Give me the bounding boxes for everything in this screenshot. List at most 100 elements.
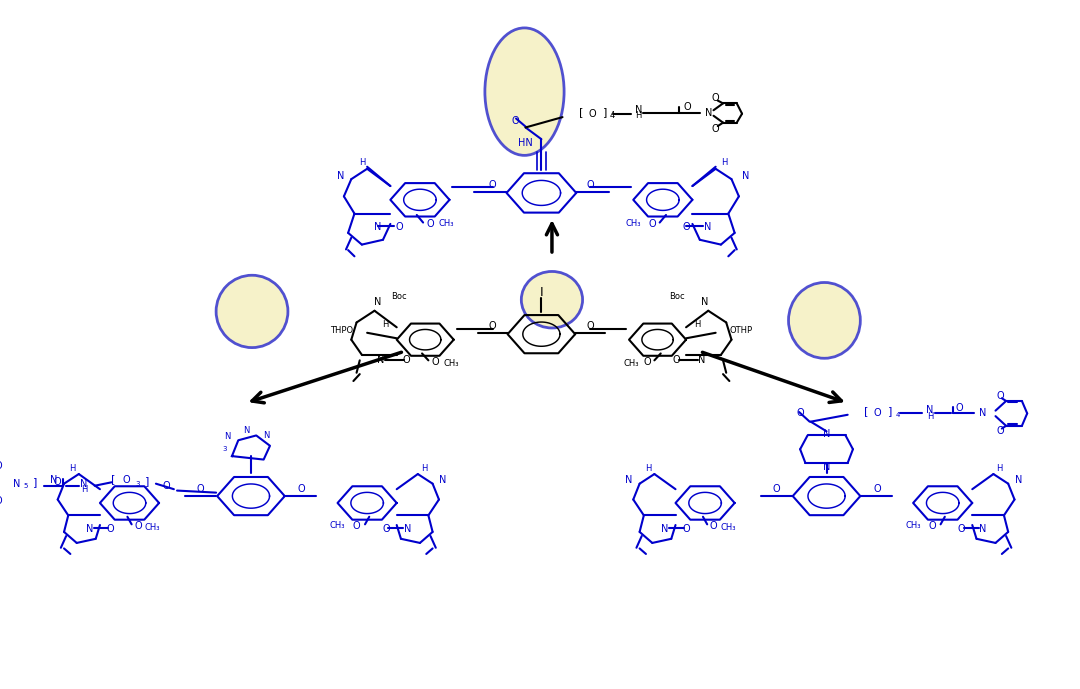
Text: O: O: [427, 219, 434, 229]
Text: N: N: [703, 223, 711, 232]
Text: N: N: [404, 524, 411, 534]
Text: Boc: Boc: [391, 292, 407, 302]
Text: H: H: [635, 111, 642, 121]
Text: O: O: [197, 484, 204, 494]
Text: 3: 3: [136, 481, 140, 486]
Text: N: N: [742, 171, 748, 181]
Text: O: O: [710, 521, 717, 531]
Text: N: N: [823, 429, 831, 439]
Text: N: N: [13, 479, 21, 489]
Text: OTHP: OTHP: [729, 325, 753, 335]
Text: CH₃: CH₃: [625, 219, 642, 229]
Text: N: N: [927, 405, 934, 415]
Text: THPO: THPO: [330, 325, 353, 335]
Text: O: O: [874, 484, 881, 494]
Text: O: O: [395, 223, 403, 232]
Text: [: [: [111, 475, 116, 484]
Text: O: O: [0, 462, 2, 471]
Text: O: O: [712, 93, 719, 103]
Ellipse shape: [788, 282, 861, 358]
Text: Boc: Boc: [669, 292, 685, 302]
Text: ]: ]: [33, 477, 38, 487]
Text: N: N: [980, 409, 986, 418]
Text: N: N: [50, 475, 57, 485]
Text: N: N: [823, 462, 831, 472]
Text: H: H: [721, 158, 727, 167]
Text: N: N: [701, 297, 708, 307]
Text: N: N: [374, 223, 381, 232]
Text: CH₃: CH₃: [444, 359, 459, 369]
Text: O: O: [796, 409, 804, 418]
Text: ]: ]: [888, 406, 892, 415]
Text: O: O: [163, 482, 171, 491]
Ellipse shape: [522, 271, 582, 328]
Text: H: H: [81, 484, 87, 494]
Text: O: O: [489, 321, 497, 331]
Text: O: O: [134, 521, 141, 531]
Text: N: N: [244, 426, 249, 435]
Text: N: N: [85, 524, 93, 534]
Text: 4: 4: [896, 412, 901, 418]
Text: N: N: [1015, 475, 1023, 485]
Text: CH₃: CH₃: [329, 521, 346, 531]
Text: H: H: [69, 464, 76, 473]
Text: CH₃: CH₃: [905, 521, 921, 531]
Text: ]: ]: [146, 476, 150, 486]
Text: N: N: [635, 105, 643, 115]
Text: O: O: [683, 524, 690, 534]
Text: CH₃: CH₃: [720, 523, 737, 533]
Text: O: O: [772, 484, 780, 494]
Text: N: N: [337, 171, 345, 181]
Ellipse shape: [216, 275, 288, 348]
Text: O: O: [122, 475, 131, 484]
Text: N: N: [704, 108, 712, 118]
Text: O: O: [874, 409, 881, 418]
Text: [: [: [579, 107, 584, 116]
Text: N: N: [661, 524, 669, 534]
Text: O: O: [298, 484, 306, 494]
Text: H: H: [694, 320, 701, 329]
Text: H: H: [382, 320, 389, 329]
Text: N: N: [377, 356, 384, 365]
Text: HN: HN: [518, 138, 532, 147]
Text: 4: 4: [609, 111, 615, 121]
Text: N: N: [374, 297, 381, 307]
Text: O: O: [382, 524, 390, 534]
Text: N: N: [699, 356, 705, 365]
Text: N: N: [625, 475, 633, 485]
Text: I: I: [540, 287, 543, 299]
Text: O: O: [586, 180, 594, 189]
Text: O: O: [589, 109, 596, 119]
Text: CH₃: CH₃: [145, 523, 161, 533]
Text: CH₃: CH₃: [623, 359, 639, 369]
Text: O: O: [648, 219, 656, 229]
Text: O: O: [712, 124, 719, 134]
Text: O: O: [54, 477, 62, 487]
Text: O: O: [511, 116, 518, 125]
Text: O: O: [929, 521, 936, 531]
Text: O: O: [586, 321, 594, 331]
Text: CH₃: CH₃: [438, 219, 454, 229]
Text: O: O: [403, 356, 410, 365]
Text: H: H: [359, 158, 365, 167]
Text: N: N: [980, 524, 986, 534]
Text: O: O: [644, 357, 651, 367]
Text: O: O: [107, 524, 114, 534]
Ellipse shape: [485, 28, 564, 156]
Text: N: N: [264, 431, 270, 440]
Text: 5: 5: [24, 483, 28, 489]
Text: O: O: [997, 391, 1004, 401]
Text: O: O: [0, 496, 2, 506]
Text: H: H: [927, 411, 933, 421]
Text: O: O: [489, 180, 497, 189]
Text: O: O: [684, 103, 691, 112]
Text: O: O: [432, 357, 440, 367]
Text: O: O: [353, 521, 361, 531]
Text: [: [: [864, 406, 869, 415]
Text: N: N: [225, 432, 231, 442]
Text: N: N: [80, 479, 87, 489]
Text: 3: 3: [222, 446, 227, 452]
Text: O: O: [958, 524, 966, 534]
Text: O: O: [683, 223, 690, 232]
Text: O: O: [997, 426, 1004, 435]
